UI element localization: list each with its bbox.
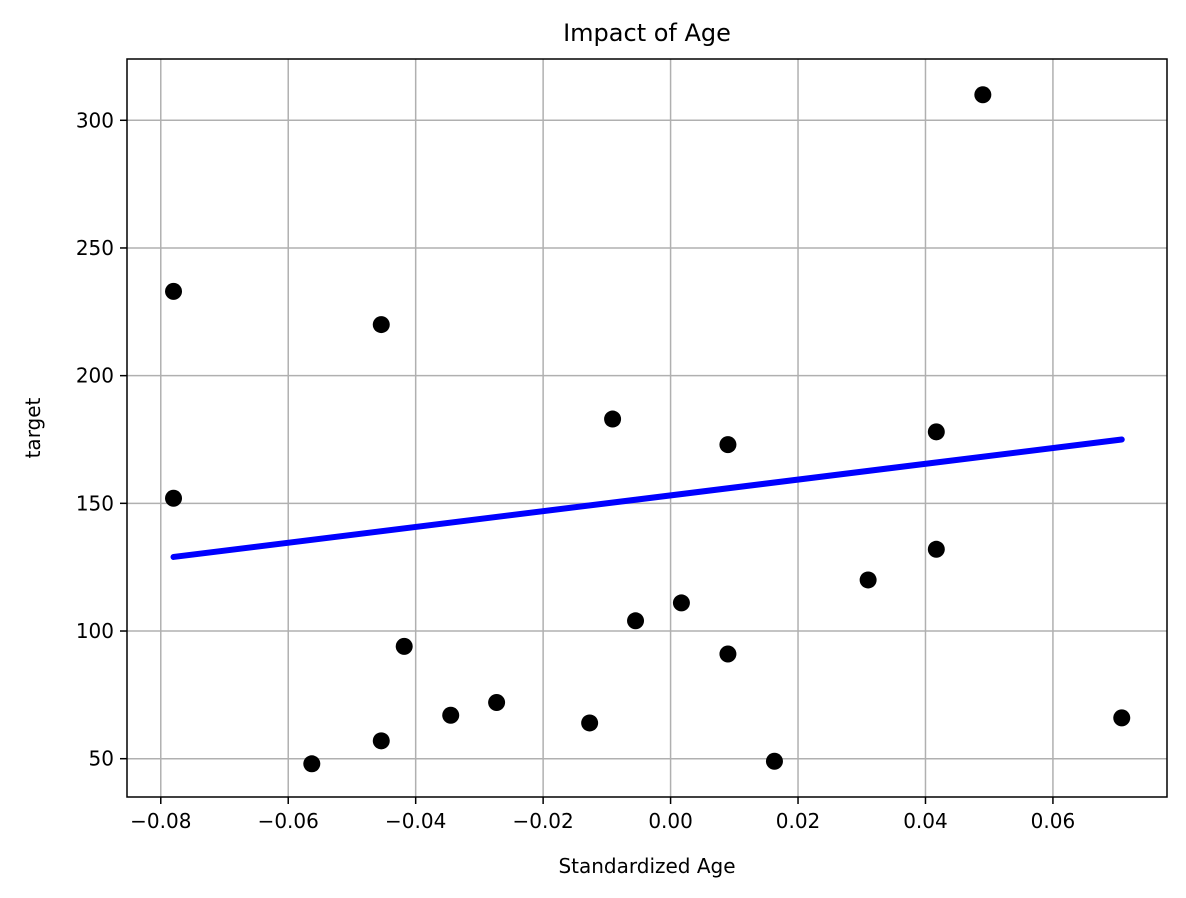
chart-title: Impact of Age [563, 19, 731, 47]
x-tick-label: 0.00 [648, 809, 693, 833]
data-point [859, 571, 877, 589]
x-tick-label: −0.04 [385, 809, 446, 833]
y-tick-label: 250 [76, 236, 114, 260]
data-point [165, 282, 183, 300]
data-point [927, 423, 945, 441]
x-tick-label: −0.08 [130, 809, 191, 833]
data-point [581, 714, 599, 732]
y-tick-label: 300 [76, 108, 114, 132]
y-axis: 50 100 150 200 250 300 [76, 108, 127, 771]
y-tick-label: 50 [89, 747, 114, 771]
plot-frame [126, 58, 1168, 798]
data-point [165, 489, 183, 507]
data-point [719, 645, 737, 663]
data-point [303, 755, 321, 773]
grid [127, 59, 1167, 797]
x-tick-label: 0.06 [1031, 809, 1076, 833]
y-tick-label: 200 [76, 364, 114, 388]
data-point [927, 540, 945, 558]
data-point [604, 410, 622, 428]
data-point [672, 594, 690, 612]
data-point [1113, 709, 1131, 727]
x-tick-label: −0.02 [512, 809, 573, 833]
data-point [395, 637, 413, 655]
y-tick-label: 100 [76, 619, 114, 643]
data-point [974, 86, 992, 104]
data-point [719, 436, 737, 454]
data-point [372, 316, 390, 334]
x-axis-label: Standardized Age [558, 854, 735, 878]
x-tick-label: 0.04 [903, 809, 948, 833]
regression-line-layer [170, 436, 1125, 560]
x-tick-label: −0.06 [258, 809, 319, 833]
x-tick-label: 0.02 [776, 809, 821, 833]
x-axis: −0.08 −0.06 −0.04 −0.02 0.00 0.02 0.04 0.06 [130, 797, 1075, 833]
data-point [488, 694, 506, 712]
data-point [765, 752, 783, 770]
scatter-points [165, 86, 1131, 773]
data-point [372, 732, 390, 750]
y-axis-label: target [21, 397, 45, 458]
data-point [442, 706, 460, 724]
data-point [627, 612, 645, 630]
regression-line [170, 436, 1125, 560]
y-tick-label: 150 [76, 491, 114, 515]
